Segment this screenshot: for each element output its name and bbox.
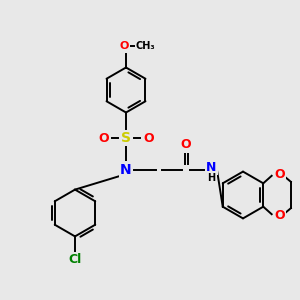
Text: O: O [274, 209, 285, 222]
Text: Cl: Cl [68, 253, 82, 266]
Text: N: N [206, 160, 217, 174]
Text: O: O [98, 131, 109, 145]
Text: S: S [121, 131, 131, 145]
Text: O: O [120, 41, 129, 51]
Text: O: O [274, 168, 285, 181]
Text: O: O [143, 131, 154, 145]
Text: N: N [120, 163, 132, 176]
Text: CH₃: CH₃ [136, 41, 155, 51]
Text: O: O [181, 138, 191, 152]
Text: H: H [207, 173, 216, 183]
